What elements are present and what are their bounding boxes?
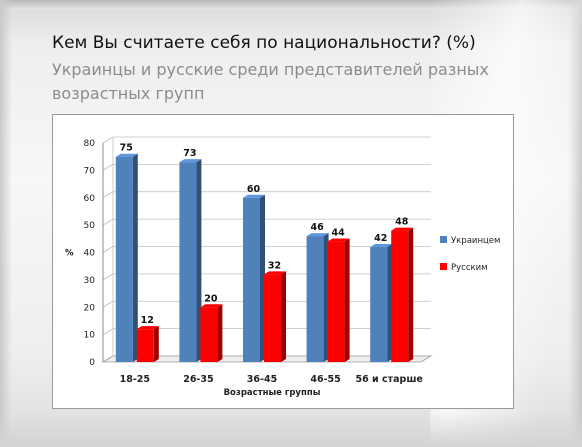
data-label: 44	[331, 228, 345, 239]
data-label: 60	[247, 184, 261, 195]
bar-chart: 0 10 20 30 40 50 60 70 80% 75 12 18-25 73 20 26-35 60 32…	[65, 136, 500, 398]
slide-title: Кем Вы считаете себя по национальности? …	[52, 33, 476, 53]
bar	[264, 274, 281, 362]
left-edge-shadow	[0, 0, 12, 447]
bar-side	[387, 244, 393, 362]
x-tick-label: 56 и старше	[356, 374, 423, 385]
gridline-depth	[102, 136, 114, 144]
data-label: 12	[141, 315, 154, 326]
y-tick-label: 50	[84, 221, 96, 231]
gridline-depth	[102, 191, 114, 199]
legend-label: Русским	[451, 263, 488, 273]
bar-top	[306, 233, 329, 237]
top-edge-shadow	[0, 0, 582, 10]
y-tick-label: 20	[84, 303, 96, 313]
bar	[115, 156, 133, 362]
bar	[370, 247, 388, 362]
bar	[327, 241, 345, 362]
bar-side	[323, 233, 329, 362]
x-tick-label: 26-35	[183, 374, 213, 385]
bar-side	[132, 153, 138, 362]
bar-top	[136, 326, 159, 330]
data-label: 73	[183, 148, 196, 159]
bar	[306, 236, 324, 362]
bar-top	[200, 304, 223, 308]
data-label: 46	[310, 222, 324, 233]
gridline-depth	[102, 246, 114, 253]
y-tick-label: 80	[84, 139, 96, 149]
data-label: 42	[374, 233, 387, 244]
y-tick-label: 40	[84, 249, 96, 259]
bar-top	[264, 271, 286, 275]
bar-side	[260, 194, 265, 362]
legend-label: Украинцем	[451, 236, 500, 246]
y-axis-title: %	[65, 249, 74, 259]
gridline-depth	[102, 300, 114, 308]
chart-bars	[115, 153, 414, 362]
y-tick-label: 30	[84, 276, 96, 286]
bar-side	[153, 326, 159, 362]
bar-side	[408, 227, 414, 362]
right-edge-shadow	[568, 0, 582, 447]
bar-side	[281, 271, 286, 362]
data-label: 32	[268, 260, 281, 271]
bar-top	[327, 238, 350, 242]
data-label: 20	[204, 293, 218, 304]
bar-top	[243, 194, 265, 198]
y-tick-label: 60	[84, 194, 96, 204]
bar-top	[179, 159, 202, 163]
bar	[179, 162, 197, 362]
y-tick-label: 70	[84, 166, 96, 176]
bar-top	[370, 244, 393, 248]
y-tick-label: 0	[89, 358, 95, 368]
bar-side	[217, 304, 223, 362]
chart-legend: Украинцем Русским	[440, 236, 500, 273]
bottom-shadow	[0, 413, 582, 447]
bar-top	[115, 153, 138, 157]
bar-side	[344, 238, 350, 362]
bar	[200, 307, 218, 362]
gridline-depth	[102, 328, 114, 335]
y-tick-label: 10	[84, 331, 96, 341]
x-tick-label: 36-45	[247, 374, 277, 385]
bar-side	[196, 159, 202, 362]
x-tick-label: 18-25	[120, 374, 150, 385]
legend-swatch	[440, 236, 447, 243]
gridline-depth	[102, 273, 114, 281]
data-label: 48	[395, 217, 409, 228]
x-tick-label: 46-55	[310, 374, 340, 385]
bar	[243, 197, 260, 362]
bar	[136, 329, 154, 362]
data-label: 75	[120, 143, 133, 154]
gridline-depth	[102, 164, 114, 171]
legend-swatch	[440, 263, 447, 270]
bar	[391, 230, 409, 362]
slide-subtitle: Украинцы и русские среди представителей …	[52, 60, 489, 103]
x-axis-title: Возрастные группы	[224, 388, 321, 398]
chart-frame: 0 10 20 30 40 50 60 70 80% 75 12 18-25 73 20 26-35 60 32…	[52, 114, 514, 409]
bar-top	[391, 227, 414, 231]
chart-labels: 0 10 20 30 40 50 60 70 80% 75 12 18-25 73 20 26-35 60 32…	[65, 139, 423, 398]
gridline-depth	[102, 218, 114, 226]
